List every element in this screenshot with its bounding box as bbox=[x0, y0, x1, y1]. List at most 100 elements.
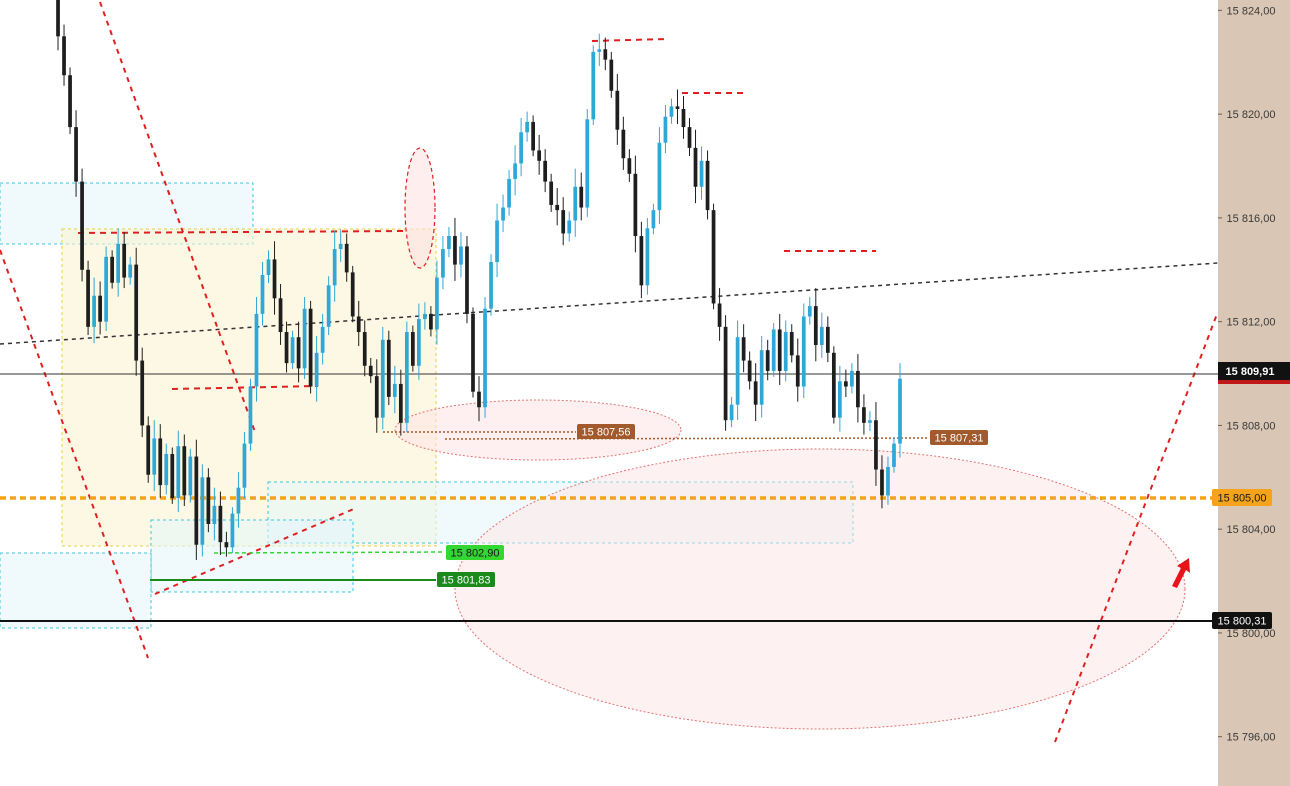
candle-bear bbox=[356, 316, 361, 333]
candle-bull bbox=[868, 420, 872, 423]
candle-bull bbox=[591, 51, 596, 120]
candle-bear bbox=[639, 236, 644, 286]
candle-bear bbox=[831, 352, 836, 418]
candle-bear bbox=[693, 147, 698, 187]
axis-tick-label: 15 820,00 bbox=[1227, 109, 1276, 121]
tag-green-dark bbox=[437, 572, 495, 587]
candle-bear bbox=[633, 173, 638, 237]
candle-bull bbox=[898, 378, 902, 444]
ellipse-medium bbox=[394, 399, 682, 461]
candle-bear bbox=[386, 339, 391, 397]
candle-bear bbox=[813, 306, 818, 346]
candle-bear bbox=[68, 75, 72, 128]
candle-bear bbox=[621, 129, 626, 159]
candle-bull bbox=[248, 386, 253, 444]
candle-bear bbox=[134, 264, 139, 361]
candle-bull bbox=[892, 443, 896, 467]
candle-bear bbox=[170, 453, 175, 499]
level-tags: 15 807,56 15 807,31 15 802,90 15 801,83 bbox=[437, 424, 988, 587]
candle-bull bbox=[242, 443, 247, 488]
tag-green-light-label: 15 802,90 bbox=[451, 548, 500, 560]
candle-bear bbox=[862, 407, 866, 423]
axis-tick-label: 15 804,00 bbox=[1227, 524, 1276, 536]
candle-bear bbox=[218, 505, 223, 543]
axis-tick-label: 15 808,00 bbox=[1227, 420, 1276, 432]
candle-bull bbox=[729, 404, 734, 421]
red-trendline-descending-lower bbox=[0, 249, 149, 659]
candle-bear bbox=[453, 236, 457, 265]
candle-bull bbox=[837, 381, 842, 418]
candle-bull bbox=[801, 316, 806, 387]
axis-tick-label: 15 824,00 bbox=[1227, 5, 1276, 17]
candle-bear bbox=[368, 365, 373, 377]
candle-bull bbox=[435, 277, 439, 330]
candle-bear bbox=[224, 542, 229, 548]
candle-bear bbox=[741, 337, 746, 361]
candle-bear bbox=[206, 477, 211, 524]
candle-bear bbox=[681, 108, 686, 128]
candle-bull bbox=[254, 313, 259, 387]
candle-bear bbox=[723, 326, 728, 421]
candle-bear bbox=[86, 269, 90, 327]
candle-bull bbox=[116, 243, 121, 283]
candle-bull bbox=[290, 337, 295, 364]
candle-bear bbox=[765, 350, 770, 371]
candle-bull bbox=[92, 295, 96, 327]
candle-bull bbox=[404, 332, 409, 423]
candle-bear bbox=[537, 150, 542, 161]
candle-bear bbox=[844, 381, 848, 387]
candle-bull bbox=[585, 119, 590, 208]
ellipses bbox=[394, 147, 1186, 730]
candle-bull bbox=[320, 326, 325, 353]
candle-bear bbox=[675, 106, 680, 109]
candle-bear bbox=[609, 59, 614, 91]
candle-bull bbox=[567, 220, 572, 234]
candle-bear bbox=[74, 127, 78, 182]
candle-bull bbox=[338, 243, 343, 250]
candle-bear bbox=[140, 360, 145, 426]
candle-bull bbox=[212, 505, 217, 524]
red-arrow-icon bbox=[1172, 558, 1190, 588]
candle-bull bbox=[260, 274, 265, 314]
candle-bear bbox=[561, 210, 566, 234]
candle-bull bbox=[302, 308, 307, 369]
candle-bull bbox=[164, 453, 169, 486]
price-axis[interactable]: 15 824,00 15 820,00 15 816,00 15 812,00 15 8… bbox=[1212, 0, 1290, 786]
candle-bear bbox=[98, 295, 102, 322]
candle-bull bbox=[128, 264, 133, 278]
candle-bull bbox=[850, 370, 854, 387]
candle-bear bbox=[603, 49, 608, 60]
axis-tick-label: 15 816,00 bbox=[1227, 213, 1276, 225]
resistance-marks bbox=[77, 38, 876, 390]
candle-bull bbox=[886, 466, 890, 496]
candle-bear bbox=[543, 160, 548, 182]
candle-bull bbox=[489, 262, 493, 309]
candle-bull bbox=[200, 477, 205, 545]
candle-bear bbox=[874, 420, 878, 470]
candle-bull bbox=[326, 285, 331, 327]
trend-lines bbox=[0, 1, 1219, 743]
candle-bear bbox=[122, 243, 127, 278]
candle-bear bbox=[194, 456, 199, 545]
candle-bull bbox=[423, 313, 427, 320]
candle-bull bbox=[459, 246, 463, 265]
candle-bear bbox=[350, 272, 355, 317]
axis-tag-current-underline bbox=[1218, 380, 1290, 384]
tag-brown-a bbox=[577, 424, 635, 439]
candle-bull bbox=[783, 332, 788, 371]
candle-bear bbox=[110, 256, 115, 283]
candle-bull bbox=[332, 249, 337, 286]
zone-cyan-bottom-left bbox=[0, 552, 152, 629]
candle-bear bbox=[627, 158, 632, 174]
axis-tag-current bbox=[1218, 362, 1290, 380]
tag-brown-a-label: 15 807,56 bbox=[582, 427, 631, 439]
candle-bear bbox=[80, 181, 84, 270]
candle-bull bbox=[483, 308, 487, 408]
candle-bear bbox=[272, 259, 277, 299]
candle-bull bbox=[495, 220, 499, 262]
candle-bull bbox=[597, 49, 602, 52]
candle-bull bbox=[392, 383, 397, 397]
candle-bull bbox=[236, 487, 241, 514]
